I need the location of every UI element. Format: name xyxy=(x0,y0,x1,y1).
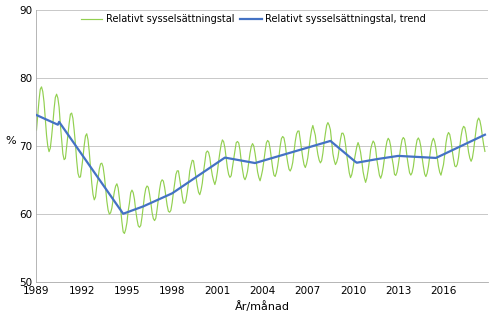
Relativt sysselsättningstal xyxy=(482,149,488,153)
Relativt sysselsättningstal, trend xyxy=(236,158,242,162)
Line: Relativt sysselsättningstal, trend: Relativt sysselsättningstal, trend xyxy=(37,115,485,214)
Relativt sysselsättningstal, trend xyxy=(120,212,126,216)
Relativt sysselsättningstal, trend xyxy=(157,197,163,201)
Relativt sysselsättningstal, trend xyxy=(169,191,175,195)
X-axis label: År/månad: År/månad xyxy=(235,301,290,313)
Relativt sysselsättningstal, trend xyxy=(189,178,195,182)
Relativt sysselsättningstal xyxy=(39,85,44,89)
Relativt sysselsättningstal xyxy=(237,148,243,152)
Legend: Relativt sysselsättningstal, Relativt sysselsättningstal, trend: Relativt sysselsättningstal, Relativt sy… xyxy=(81,14,426,24)
Relativt sysselsättningstal, trend xyxy=(482,133,488,137)
Relativt sysselsättningstal, trend xyxy=(288,151,293,155)
Relativt sysselsättningstal xyxy=(191,159,197,163)
Relativt sysselsättningstal xyxy=(288,166,294,170)
Relativt sysselsättningstal xyxy=(122,232,127,235)
Relativt sysselsättningstal xyxy=(46,150,52,154)
Relativt sysselsättningstal xyxy=(170,190,176,194)
Relativt sysselsättningstal xyxy=(158,180,164,184)
Relativt sysselsättningstal, trend xyxy=(45,118,51,122)
Line: Relativt sysselsättningstal: Relativt sysselsättningstal xyxy=(37,87,485,233)
Y-axis label: %: % xyxy=(5,136,16,146)
Relativt sysselsättningstal xyxy=(34,128,40,132)
Relativt sysselsättningstal, trend xyxy=(34,113,40,117)
